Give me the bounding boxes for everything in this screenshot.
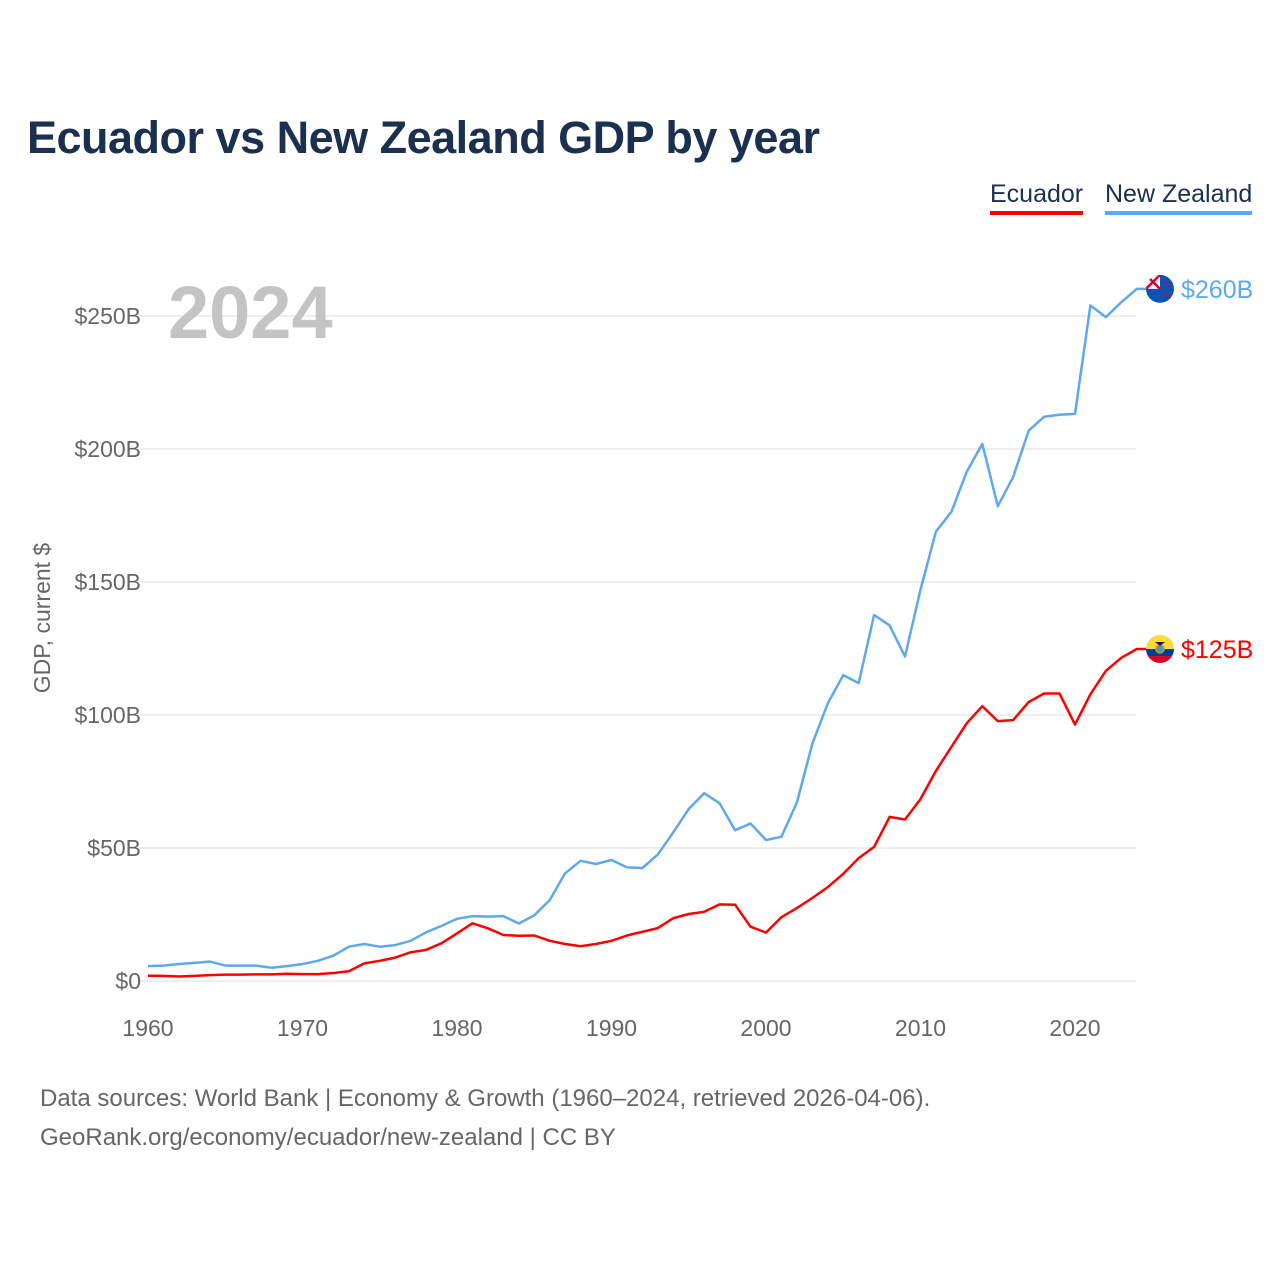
footer-link[interactable]: GeoRank.org/economy/ecuador/new-zealand … bbox=[40, 1124, 616, 1151]
x-tick-label: 1960 bbox=[122, 1015, 173, 1041]
x-tick-label: 2000 bbox=[740, 1015, 791, 1041]
y-tick-label: $150B bbox=[74, 569, 141, 595]
y-tick-label: $250B bbox=[74, 303, 141, 329]
y-tick-label: $200B bbox=[74, 436, 141, 462]
x-tick-label: 1970 bbox=[277, 1015, 328, 1041]
x-axis-ticks: 1960 1970 1980 1990 2000 2010 2020 bbox=[122, 1015, 1100, 1041]
series-line-ecuador bbox=[147, 647, 1150, 978]
legend-item-ecuador[interactable]: Ecuador bbox=[990, 180, 1084, 215]
end-value-label-ecuador: $125B bbox=[1181, 636, 1253, 664]
flag-body bbox=[1146, 274, 1174, 303]
y-tick-label: $50B bbox=[87, 835, 141, 861]
gridlines bbox=[140, 315, 1136, 982]
flag-condor bbox=[1155, 642, 1165, 647]
y-axis-label: GDP, current $ bbox=[29, 543, 55, 694]
end-value-label-new-zealand: $260B bbox=[1181, 276, 1253, 304]
flag-star bbox=[1166, 294, 1170, 298]
new-zealand-flag-icon bbox=[1146, 274, 1174, 303]
flag-emblem bbox=[1155, 644, 1165, 654]
x-tick-label: 1990 bbox=[586, 1015, 637, 1041]
flag-star bbox=[1163, 281, 1167, 285]
y-tick-label: $100B bbox=[74, 702, 141, 728]
x-tick-label: 2020 bbox=[1049, 1015, 1100, 1041]
y-axis-ticks: $0 $50B $100B $150B $200B $250B bbox=[74, 303, 141, 994]
x-tick-label: 1980 bbox=[431, 1015, 482, 1041]
flag-red bbox=[1146, 656, 1174, 664]
y-tick-label: $0 bbox=[115, 968, 141, 994]
series-lines: $125B $260B bbox=[147, 274, 1253, 978]
ecuador-flag-icon bbox=[1146, 635, 1174, 664]
chart-title: Ecuador vs New Zealand GDP by year bbox=[27, 112, 820, 163]
year-overlay: 2024 bbox=[168, 271, 333, 354]
flag-star bbox=[1162, 292, 1166, 296]
series-line-new-zealand bbox=[147, 287, 1150, 969]
flag-body bbox=[1146, 635, 1174, 664]
legend-item-new-zealand[interactable]: New Zealand bbox=[1105, 180, 1253, 215]
footer-sources: Data sources: World Bank | Economy & Gro… bbox=[40, 1085, 931, 1112]
flag-star bbox=[1167, 285, 1171, 289]
x-tick-label: 2010 bbox=[895, 1015, 946, 1041]
